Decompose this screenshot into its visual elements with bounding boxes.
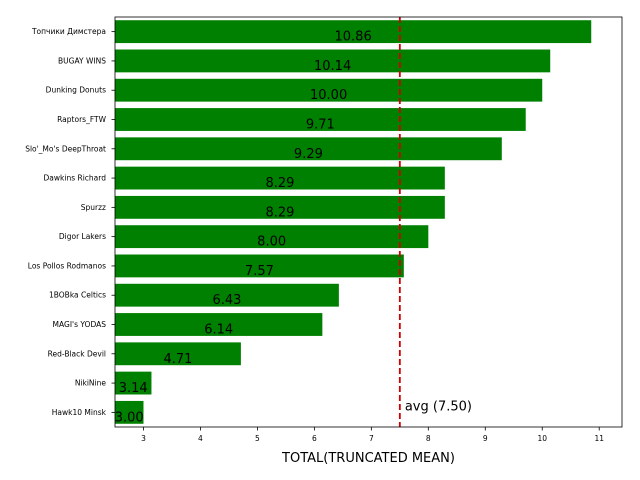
x-tick-label: 4 (198, 434, 203, 443)
bar (115, 371, 152, 395)
y-tick-label: Digor Lakers (59, 232, 106, 241)
bar-value-label: 8.29 (265, 176, 294, 191)
y-tick-label: Los Pollos Rodmanos (28, 261, 106, 270)
bar (115, 195, 445, 219)
y-tick-label: Dunking Donuts (46, 86, 106, 95)
bar-value-label: 10.00 (310, 88, 347, 103)
y-tick-label: NikiNine (75, 379, 107, 388)
y-tick-label: Slo'_Mo's DeepThroat (25, 144, 106, 153)
bar (115, 400, 144, 424)
y-tick-label: MAGI's YODAS (53, 320, 107, 329)
bar-value-label: 8.00 (257, 235, 286, 250)
bar (115, 225, 429, 249)
bar-value-label: 3.00 (115, 410, 144, 425)
average-label: avg (7.50) (405, 399, 472, 414)
x-tick-label: 5 (255, 434, 260, 443)
x-tick-label: 6 (312, 434, 317, 443)
bar-value-label: 10.14 (314, 59, 351, 74)
bar-value-label: 6.14 (204, 323, 233, 338)
x-tick-label: 10 (537, 434, 547, 443)
x-tick-label: 11 (594, 434, 604, 443)
y-tick-label: Hawk10 Minsk (52, 408, 107, 417)
bar (115, 254, 404, 278)
y-axis-ticks: Топчики Димстера BUGAY WINS Dunking Donuts… (25, 27, 115, 417)
bar-value-label: 6.43 (212, 293, 241, 308)
value-labels-group: 10.8610.1410.009.719.298.298.298.007.576… (115, 30, 372, 426)
bar-value-label: 4.71 (163, 352, 192, 367)
bar (115, 166, 445, 190)
bar (115, 78, 543, 102)
bar (115, 313, 323, 336)
x-axis-ticks: 3 4 5 6 7 8 9 10 11 (141, 427, 604, 443)
x-tick-label: 7 (369, 434, 374, 443)
y-tick-label: BUGAY WINS (58, 56, 106, 65)
bar-value-label: 9.29 (294, 147, 323, 162)
y-tick-label: Топчики Димстера (31, 27, 106, 36)
x-axis-label: TOTAL(TRUNCATED MEAN) (281, 451, 455, 466)
y-tick-label: Raptors_FTW (57, 115, 106, 124)
bars-group (115, 20, 592, 424)
y-tick-label: Dawkins Richard (44, 174, 107, 183)
x-tick-label: 3 (141, 434, 146, 443)
bar (115, 108, 526, 131)
plot-frame (114, 16, 623, 428)
bar-value-label: 8.29 (265, 205, 294, 220)
bar (115, 342, 241, 366)
bar (115, 283, 339, 307)
y-tick-label: Spurzz (81, 203, 106, 212)
x-tick-label: 9 (483, 434, 488, 443)
bar-value-label: 9.71 (306, 118, 335, 133)
y-tick-label: 1BOBka Celtics (49, 291, 106, 300)
bar-value-label: 3.14 (119, 381, 148, 396)
bar (115, 137, 502, 161)
bar-value-label: 7.57 (245, 264, 274, 279)
bar (115, 20, 592, 44)
x-tick-label: 8 (426, 434, 431, 443)
bar-value-label: 10.86 (335, 30, 372, 45)
y-tick-label: Red-Black Devil (48, 349, 106, 358)
bar (115, 49, 551, 73)
